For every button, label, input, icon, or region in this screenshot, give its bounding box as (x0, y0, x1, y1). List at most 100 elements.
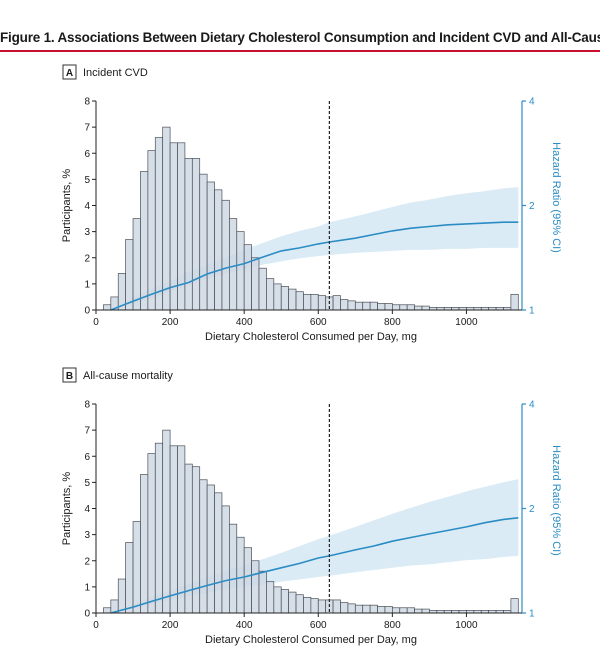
histogram-bar (362, 301, 371, 311)
y-tick-label: 4 (84, 504, 90, 515)
ci-band (110, 187, 519, 310)
x-tick-label: 400 (236, 317, 253, 328)
panel-title: All-cause mortality (83, 370, 173, 382)
y-tick-label: 1 (84, 582, 90, 593)
y-tick-label: 2 (84, 556, 90, 567)
histogram-bar (362, 604, 371, 614)
panel-letter-box (62, 367, 77, 383)
histogram-bar (288, 288, 297, 311)
histogram-bar (392, 304, 401, 311)
histogram-bar (177, 445, 186, 614)
histogram-bar (280, 286, 289, 311)
title-rule (0, 50, 600, 52)
y-tick-label: 5 (84, 478, 90, 489)
histogram-bar (510, 598, 519, 614)
figure-title: Figure 1. Associations Between Dietary C… (0, 30, 600, 45)
histogram-bar (243, 547, 252, 614)
histogram-bar (303, 596, 312, 614)
histogram-bar (229, 523, 238, 614)
y2-axis-label: Hazard Ratio (95% CI) (550, 445, 562, 556)
histogram-bar (399, 607, 408, 614)
histogram-bar (206, 181, 215, 311)
histogram-bar (332, 599, 341, 614)
histogram-bar (162, 126, 171, 311)
histogram-bar (273, 586, 282, 614)
y-tick-label: 6 (84, 452, 90, 463)
x-tick-label: 0 (93, 317, 99, 328)
histogram-bar (288, 591, 297, 614)
histogram-bar (406, 304, 415, 311)
histogram-bar (236, 231, 245, 311)
x-tick-label: 1000 (455, 620, 478, 631)
y2-tick-label: 1 (529, 306, 535, 317)
x-axis-label: Dietary Cholesterol Consumed per Day, mg (205, 634, 417, 646)
histogram-bar (206, 484, 215, 614)
panel-letter-box (62, 64, 77, 80)
y2-tick-label: 2 (529, 504, 535, 515)
histogram-bar (332, 295, 341, 311)
y-tick-label: 6 (84, 149, 90, 160)
panel-letter: B (66, 371, 73, 382)
y2-tick-label: 4 (529, 97, 535, 108)
histogram-bar (117, 578, 126, 614)
y-axis-label: Participants, % (61, 169, 73, 243)
histogram-bar (199, 479, 208, 614)
x-tick-label: 200 (162, 620, 179, 631)
y-tick-label: 7 (84, 426, 90, 437)
histogram-bar (317, 599, 327, 614)
histogram-bar (310, 293, 319, 311)
x-tick-label: 1000 (455, 317, 478, 328)
histogram-bar (140, 474, 149, 614)
y-tick-label: 1 (84, 279, 90, 290)
y-tick-label: 0 (84, 306, 90, 317)
histogram-bar (125, 542, 134, 614)
x-tick-label: 800 (384, 317, 401, 328)
histogram-bar (310, 598, 319, 614)
histogram-bar (295, 594, 304, 614)
histogram-bar (199, 173, 208, 311)
histogram-bar (132, 521, 141, 614)
histogram-bar (243, 244, 252, 311)
x-tick-label: 800 (384, 620, 401, 631)
histogram-bar (510, 293, 519, 311)
histogram-bar (214, 189, 223, 311)
histogram-bar (251, 560, 260, 614)
histogram-bar (384, 606, 393, 614)
histogram-bar (347, 300, 356, 311)
histogram-bar (354, 604, 364, 614)
histogram-bar (258, 570, 267, 614)
histogram-bar (221, 505, 230, 614)
x-tick-label: 0 (93, 620, 99, 631)
histogram-bar (392, 607, 401, 614)
histogram-bar (103, 607, 112, 614)
histogram-bar (169, 142, 178, 311)
histogram-bar (273, 283, 282, 311)
histogram-bar (421, 305, 430, 311)
histogram-bar (103, 304, 112, 311)
x-tick-label: 200 (162, 317, 179, 328)
y2-tick-label: 1 (529, 609, 535, 620)
histogram-bar (399, 304, 408, 311)
histogram-bar (140, 171, 149, 311)
histogram-bar (258, 267, 267, 311)
y-tick-label: 7 (84, 123, 90, 134)
histogram-bar (414, 305, 423, 311)
histogram-bar (251, 257, 260, 311)
histogram-bar (154, 137, 164, 311)
histogram-bar (191, 158, 201, 311)
y-tick-label: 2 (84, 253, 90, 264)
histogram-bar (317, 295, 327, 311)
y-tick-label: 0 (84, 609, 90, 620)
y-tick-label: 5 (84, 175, 90, 186)
panel-letter: A (66, 68, 73, 79)
histogram-bar (406, 607, 415, 614)
panel-title: Incident CVD (83, 67, 148, 79)
hazard-ratio-line (110, 221, 519, 311)
histogram-bar (421, 608, 430, 614)
histogram-bar (236, 536, 245, 614)
chart-panel-b: B All-cause mortality 0 1 2 3 4 5 6 7 8 Participant… (61, 367, 562, 646)
histogram-bar (221, 199, 230, 311)
histogram-bar (414, 608, 423, 614)
y-tick-label: 4 (84, 201, 90, 212)
